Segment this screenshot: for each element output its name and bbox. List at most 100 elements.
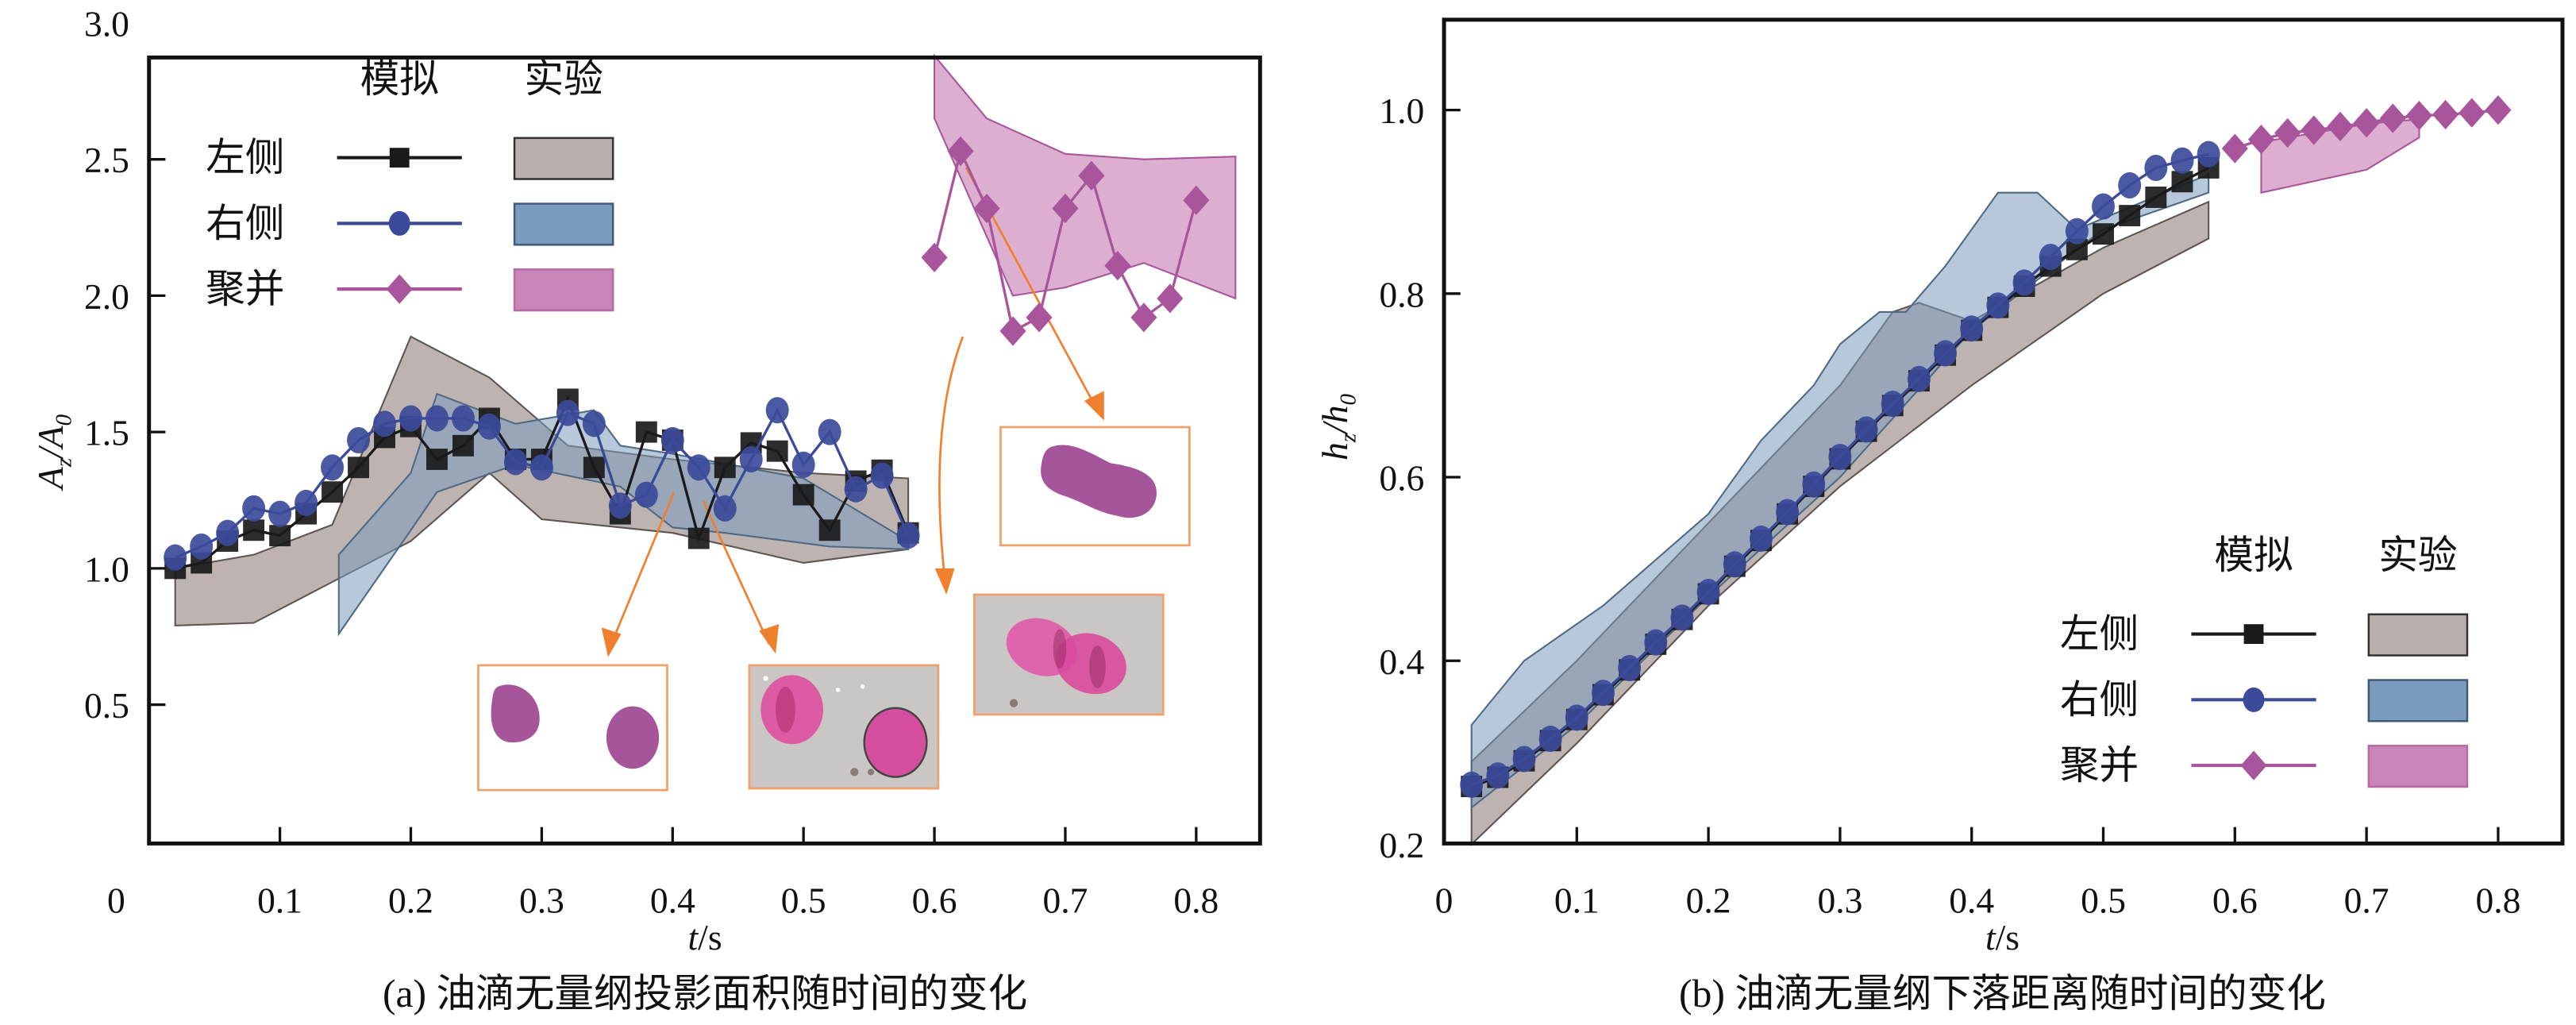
data-point-left xyxy=(766,440,788,462)
data-point-left xyxy=(818,519,841,541)
y-tick-label: 0.6 xyxy=(1379,458,1424,499)
legend-marker-icon xyxy=(386,274,413,304)
legend-label: 右侧 xyxy=(2060,676,2139,723)
simulation-series xyxy=(164,136,1210,580)
data-point-merge xyxy=(2379,103,2406,133)
legend-marker-icon xyxy=(388,210,410,236)
data-point-left xyxy=(2093,223,2114,245)
x-tick-label: 0.7 xyxy=(1043,880,1088,920)
data-point-right xyxy=(1907,365,1931,392)
axis-tick-labels: 0.1 0.2 0.3 0.4 0.5 0.6 0.7 0.8 0.5 1.0 1.5 2.0 2.5 3… xyxy=(84,4,1219,921)
data-point-left xyxy=(452,434,474,457)
arrow xyxy=(938,336,965,579)
data-point-right xyxy=(503,449,527,476)
legend-swatch xyxy=(513,137,614,180)
data-point-right xyxy=(896,522,920,549)
data-point-right xyxy=(451,405,475,432)
droplet-shape xyxy=(491,684,540,743)
legend-header-simulation: 模拟 xyxy=(2214,532,2293,578)
data-point-left xyxy=(2171,171,2193,193)
droplet-shape xyxy=(606,706,660,769)
data-point-left xyxy=(792,484,814,506)
data-point-merge xyxy=(2301,115,2328,145)
droplet-insets xyxy=(477,167,1191,792)
data-point-left xyxy=(243,519,265,541)
x-tick-label: 0.5 xyxy=(781,880,826,920)
x-tick-label: 0.4 xyxy=(1949,880,1994,920)
data-point-right xyxy=(1618,654,1642,682)
data-point-right xyxy=(347,426,371,453)
data-point-right xyxy=(2065,218,2089,245)
y-tick-label: 0.8 xyxy=(1379,274,1424,314)
data-point-right xyxy=(2170,147,2194,174)
origin-label: 0 xyxy=(1435,880,1454,920)
legend-item-right: 右侧 xyxy=(206,200,614,246)
data-point-right xyxy=(1538,725,1562,753)
data-point-right xyxy=(1565,704,1588,731)
data-point-left xyxy=(348,457,369,479)
y-tick-label: 1.0 xyxy=(1379,91,1424,131)
data-point-right xyxy=(765,397,789,424)
legend-swatch xyxy=(2367,679,2469,723)
legend-swatch xyxy=(513,202,614,246)
data-point-right xyxy=(2092,193,2115,220)
data-point-right xyxy=(870,462,894,489)
inset-experiment-separate xyxy=(748,664,940,790)
data-point-right xyxy=(399,405,422,432)
data-point-right xyxy=(1644,629,1668,656)
caption-b: (b) 油滴无量纲下落距离随时间的变化 xyxy=(1679,972,2326,1015)
data-point-right xyxy=(321,454,345,481)
legend-header-experiment: 实验 xyxy=(2378,532,2457,578)
plot-frame xyxy=(1442,17,2565,846)
inset-simulation-coalesced xyxy=(999,426,1191,547)
legend-label: 右侧 xyxy=(206,200,284,246)
data-point-merge xyxy=(1157,283,1184,314)
x-tick-label: 0.6 xyxy=(2212,880,2258,920)
y-axis-title: Az/A0 xyxy=(30,414,76,491)
data-point-right xyxy=(1828,444,1852,471)
data-point-right xyxy=(190,533,214,560)
data-point-right xyxy=(1512,746,1536,773)
droplet-photo xyxy=(863,707,928,778)
y-tick-label: 2.5 xyxy=(84,140,129,180)
x-tick-label: 0.3 xyxy=(1817,880,1862,920)
data-point-right xyxy=(1854,416,1878,443)
caption-a: (a) 油滴无量纲投影面积随时间的变化 xyxy=(383,972,1027,1015)
data-point-right xyxy=(608,492,632,519)
axis-tick-labels: 0.1 0.2 0.3 0.4 0.5 0.6 0.7 0.8 0.2 0.4 0.6 0.8 1.0 0 xyxy=(1379,91,2520,920)
data-point-right xyxy=(582,410,606,437)
data-point-merge xyxy=(1026,302,1053,333)
y-axis-title: hz/h0 xyxy=(1315,393,1361,460)
data-point-left xyxy=(322,481,344,503)
simulation-series xyxy=(1460,94,2512,798)
x-tick-label: 0.5 xyxy=(2081,880,2126,920)
data-point-right xyxy=(2118,171,2142,198)
data-point-merge xyxy=(2221,133,2248,164)
legend-marker-icon xyxy=(2243,687,2265,712)
origin-label: 0 xyxy=(107,880,125,920)
data-point-right xyxy=(1723,551,1746,578)
data-point-left xyxy=(714,457,736,479)
arrow-head-icon xyxy=(934,568,955,595)
data-point-right xyxy=(791,451,815,478)
legend-label: 聚并 xyxy=(2060,742,2139,788)
data-point-right xyxy=(556,399,580,426)
data-point-left xyxy=(269,525,291,547)
data-point-merge xyxy=(2247,124,2275,155)
data-point-right xyxy=(713,495,737,522)
legend-item-left: 左侧 xyxy=(2060,611,2469,657)
data-point-left xyxy=(426,449,448,470)
legend-swatch xyxy=(513,268,614,312)
arrow xyxy=(610,492,675,645)
data-point-left xyxy=(687,527,710,549)
legend-marker-icon xyxy=(2243,624,2264,645)
data-point-right xyxy=(1486,762,1510,789)
annotation-arrows xyxy=(601,167,1104,657)
legend-item-right: 右侧 xyxy=(2060,676,2469,723)
y-tick-label: 0.5 xyxy=(84,685,129,726)
legend-item-merge: 聚并 xyxy=(206,266,614,312)
legend-item-merge: 聚并 xyxy=(2060,742,2469,788)
x-tick-label: 0.2 xyxy=(388,880,433,920)
legend-header-simulation: 模拟 xyxy=(360,56,439,102)
